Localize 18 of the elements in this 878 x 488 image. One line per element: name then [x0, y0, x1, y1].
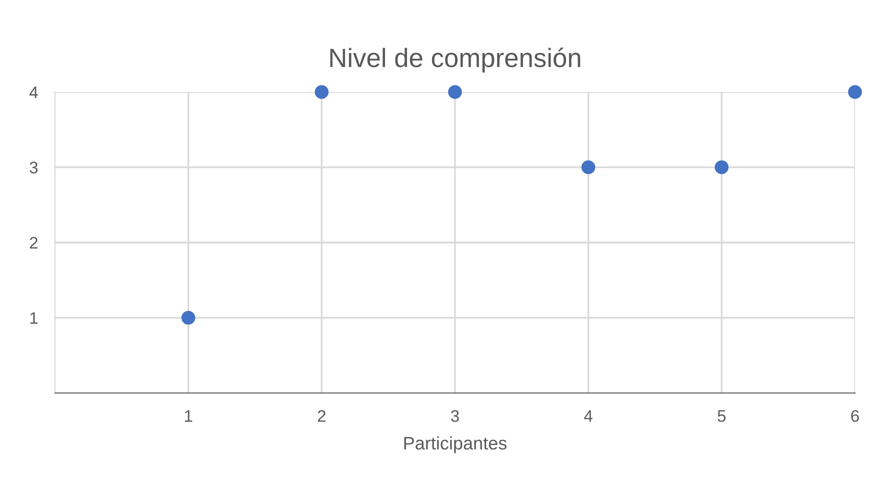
- y-tick-label: 2: [30, 236, 38, 249]
- x-tick-label: 5: [718, 410, 726, 422]
- x-tick-label: 3: [451, 410, 459, 422]
- point: [314, 85, 329, 99]
- y-tick-label: 1: [30, 312, 38, 324]
- point: [448, 85, 462, 99]
- point: [181, 310, 196, 325]
- x-tick-label: 1: [184, 410, 192, 422]
- y-tick-label: 4: [29, 86, 38, 98]
- point: [714, 160, 729, 174]
- point: [848, 85, 862, 99]
- chart-title: Nivel de comprensión: [330, 48, 580, 72]
- point: [581, 160, 596, 174]
- y-tick-label: 3: [30, 162, 38, 174]
- x-axis-title: Participantes: [404, 436, 507, 454]
- x-tick-label: 4: [584, 410, 592, 422]
- x-tick-label: 6: [851, 410, 859, 422]
- x-tick-label: 2: [318, 410, 326, 422]
